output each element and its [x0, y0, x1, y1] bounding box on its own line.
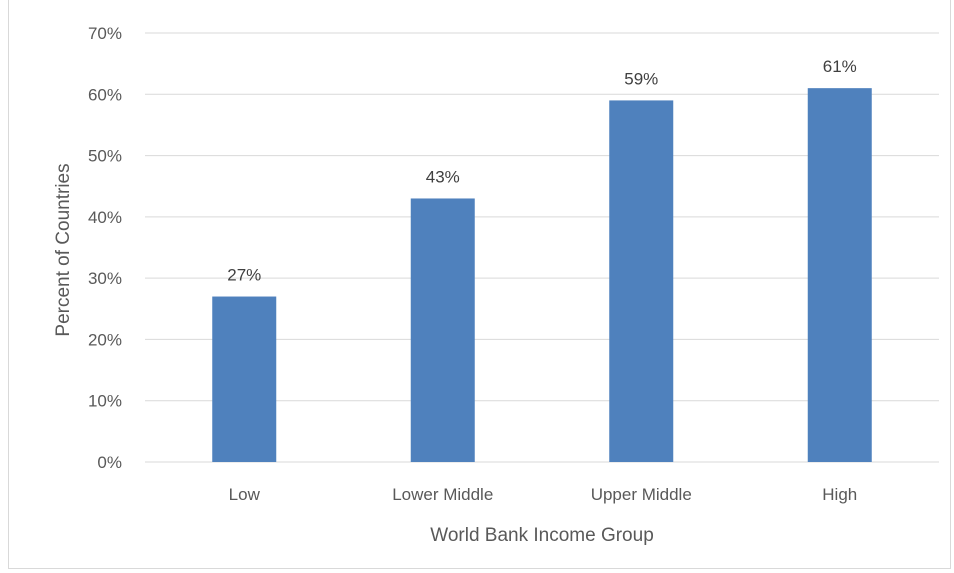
chart-frame	[8, 0, 951, 569]
y-tick-label: 0%	[97, 453, 122, 472]
x-axis-title: World Bank Income Group	[430, 525, 654, 546]
x-tick-label: High	[822, 485, 857, 504]
data-labels: 27% 43% 59% 61%	[227, 57, 857, 284]
x-tick-label: Lower Middle	[392, 485, 493, 504]
gridlines	[145, 32, 939, 463]
data-label: 43%	[426, 167, 460, 186]
bar	[807, 88, 872, 463]
y-axis-title: Percent of Countries	[53, 163, 74, 336]
y-tick-label: 30%	[88, 269, 122, 288]
bars	[212, 88, 872, 463]
bar	[609, 100, 674, 463]
y-tick-label: 70%	[88, 24, 122, 43]
data-label: 27%	[227, 266, 261, 285]
y-tick-label: 40%	[88, 208, 122, 227]
y-axis-ticks: 0% 10% 20% 30% 40% 50% 60% 70%	[88, 24, 122, 472]
x-tick-label: Upper Middle	[591, 485, 692, 504]
data-label: 61%	[823, 57, 857, 76]
data-label: 59%	[624, 69, 658, 88]
y-tick-label: 10%	[88, 392, 122, 411]
x-tick-label: Low	[229, 485, 261, 504]
x-axis-ticks: Low Lower Middle Upper Middle High	[229, 485, 858, 504]
y-tick-label: 60%	[88, 85, 122, 104]
bar	[212, 296, 277, 462]
y-tick-label: 20%	[88, 330, 122, 349]
bar	[410, 198, 475, 462]
y-tick-label: 50%	[88, 147, 122, 166]
